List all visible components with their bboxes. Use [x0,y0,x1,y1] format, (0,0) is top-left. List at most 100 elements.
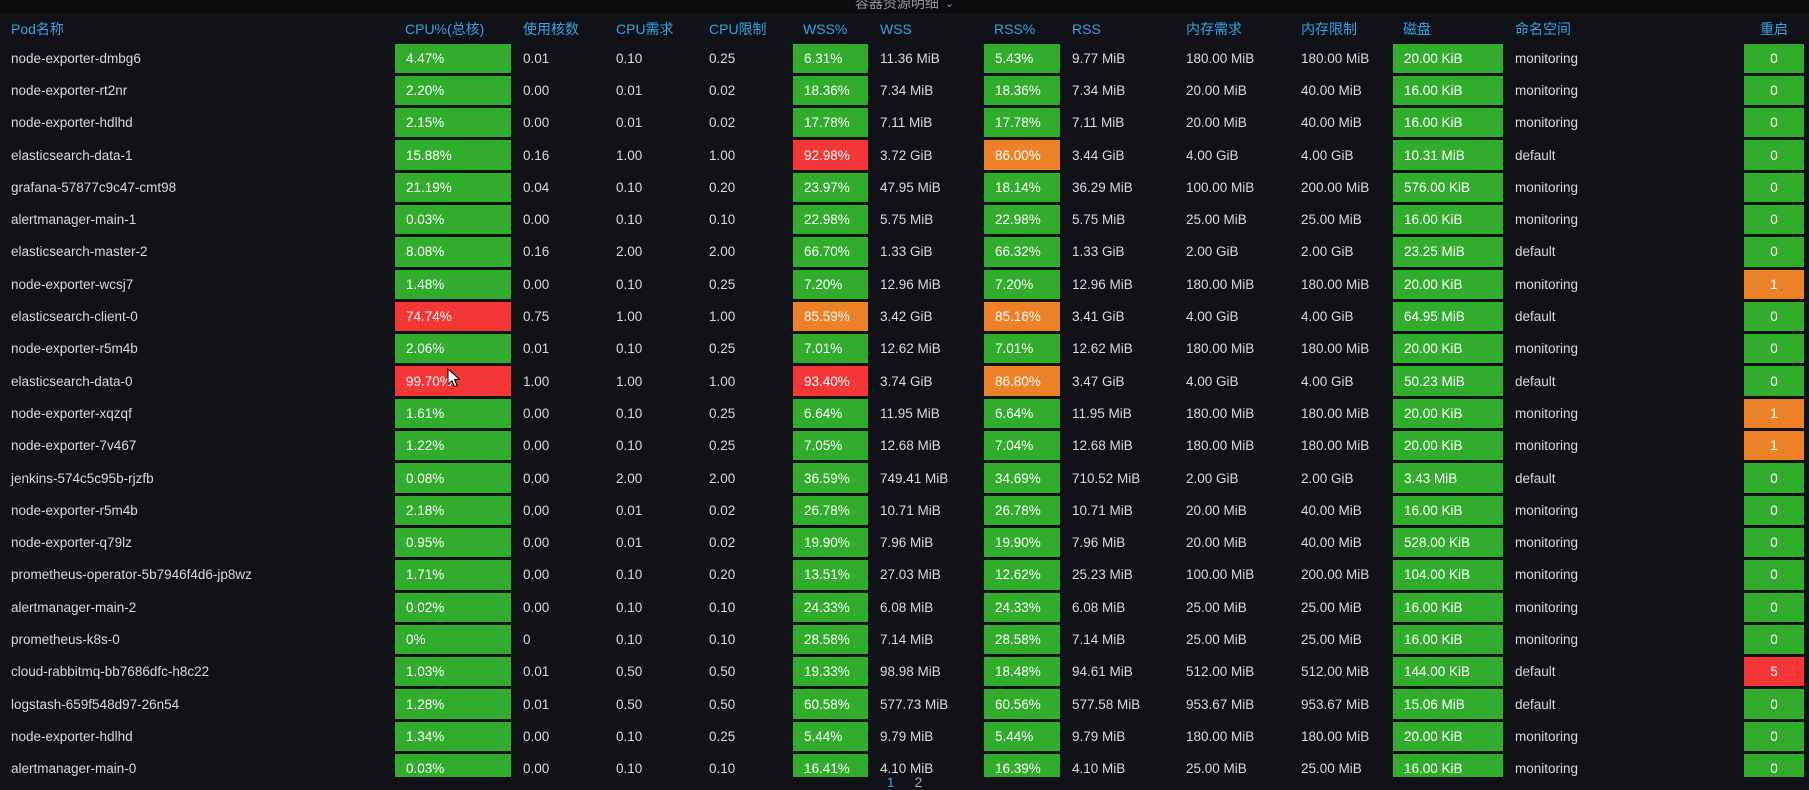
disk-cell: 20.00 KiB [1392,397,1504,429]
disk-cell: 10.31 MiB [1392,139,1504,171]
cores-used-cell: 0.00 [523,728,550,744]
rss-percent-cell: 34.69% [983,462,1061,494]
restarts-cell: 0 [1743,623,1805,655]
mem-request-cell: 20.00 MiB [1186,82,1247,98]
cpu-request-cell: 0.01 [616,115,643,131]
rss-percent-cell: 19.90% [983,526,1061,558]
disk-cell: 16.00 KiB [1392,74,1504,106]
column-header-mem-request[interactable]: 内存需求 [1186,20,1242,37]
wss-cell: 4.10 MiB [880,761,934,777]
column-header-wss[interactable]: WSS [880,20,912,37]
wss-percent-cell: 17.78% [792,107,869,139]
column-header-restarts[interactable]: 重启 [1760,20,1788,37]
wss-percent-value: 19.90% [793,527,868,558]
namespace-cell: monitoring [1515,82,1579,98]
disk-cell: 3.43 MiB [1392,462,1504,494]
disk-cell: 20.00 KiB [1392,430,1504,462]
rss-percent-cell: 86.00% [983,139,1061,171]
rss-percent-cell: 26.78% [983,494,1061,526]
column-header-rss[interactable]: RSS [1072,20,1101,37]
restarts-value: 0 [1744,495,1804,525]
wss-percent-value: 16.41% [793,754,868,777]
mem-request-cell: 4.00 GiB [1186,373,1239,389]
wss-cell: 12.62 MiB [880,341,941,357]
wss-percent-value: 22.98% [793,204,868,235]
disk-cell: 64.95 MiB [1392,300,1504,332]
cpu-limit-cell: 1.00 [709,373,736,389]
wss-cell: 47.95 MiB [880,179,941,195]
wss-cell: 7.14 MiB [880,631,934,647]
cpu-percent-cell: 1.28% [394,688,512,720]
cpu-limit-cell: 0.02 [709,535,736,551]
rss-percent-value: 86.80% [984,366,1060,396]
table-row: jenkins-574c5c95b-rjzfb 0.08% 0.00 2.00 … [0,462,1809,494]
wss-cell: 9.79 MiB [880,728,934,744]
mem-limit-cell: 180.00 MiB [1301,438,1370,454]
panel-title-text: 容器资源明细 [854,0,939,11]
mem-limit-cell: 953.67 MiB [1301,696,1370,712]
cpu-request-cell: 0.10 [616,179,643,195]
column-header-mem-limit[interactable]: 内存限制 [1301,20,1357,37]
column-header-wss-percent[interactable]: WSS% [803,20,848,37]
wss-cell: 11.95 MiB [880,405,940,421]
namespace-cell: default [1515,244,1556,260]
restarts-value: 0 [1744,592,1804,622]
page-1-button[interactable]: 1 [886,774,895,790]
column-header-pod-name[interactable]: Pod名称 [11,20,64,37]
page-2-button[interactable]: 2 [914,774,923,790]
disk-cell: 16.00 KiB [1392,107,1504,139]
namespace-cell: default [1515,309,1556,325]
cpu-percent-cell: 2.18% [394,494,512,526]
mem-request-cell: 4.00 GiB [1186,147,1239,163]
restarts-cell: 0 [1743,526,1805,558]
table-row: node-exporter-q79lz 0.95% 0.00 0.01 0.02… [0,526,1809,558]
pod-name-cell: elasticsearch-data-1 [11,147,133,163]
namespace-cell: monitoring [1515,341,1579,357]
cpu-limit-cell: 0.25 [709,728,736,744]
wss-cell: 12.96 MiB [880,276,941,292]
cpu-limit-cell: 0.10 [709,599,736,615]
panel-title[interactable]: 容器资源明细 ⌄ [855,0,954,13]
column-header-namespace[interactable]: 命名空间 [1515,20,1571,37]
cpu-percent-cell: 1.34% [394,720,512,752]
restarts-value: 0 [1744,43,1804,73]
cpu-limit-cell: 1.00 [709,147,736,163]
cpu-limit-cell: 0.02 [709,115,736,131]
rss-cell: 12.68 MiB [1072,438,1133,454]
cpu-limit-cell: 0.25 [709,276,736,292]
table-row: elasticsearch-client-0 74.74% 0.75 1.00 … [0,300,1809,332]
wss-cell: 1.33 GiB [880,244,933,260]
restarts-value: 0 [1744,560,1804,590]
column-header-rss-percent[interactable]: RSS% [994,20,1036,37]
column-header-cpu-request[interactable]: CPU需求 [616,20,674,37]
column-header-cpu-limit[interactable]: CPU限制 [709,20,767,37]
table-row: node-exporter-wcsj7 1.48% 0.00 0.10 0.25… [0,268,1809,300]
mem-limit-cell: 180.00 MiB [1301,728,1370,744]
pod-name-cell: node-exporter-r5m4b [11,502,138,518]
cores-used-cell: 0.00 [523,470,550,486]
pod-name-cell: node-exporter-q79lz [11,535,132,551]
restarts-value: 0 [1744,301,1804,332]
restarts-cell: 1 [1743,268,1805,300]
mem-limit-cell: 2.00 GiB [1301,244,1354,260]
table-row: alertmanager-main-1 0.03% 0.00 0.10 0.10… [0,203,1809,235]
restarts-cell: 1 [1743,397,1805,429]
wss-percent-cell: 85.59% [792,300,869,332]
wss-percent-value: 85.59% [793,301,868,332]
restarts-cell: 0 [1743,559,1805,591]
cpu-percent-cell: 2.15% [394,107,512,139]
mem-request-cell: 100.00 MiB [1186,179,1255,195]
restarts-cell: 0 [1743,171,1805,203]
pod-name-cell: logstash-659f548d97-26n54 [11,696,180,712]
column-header-cpu-percent[interactable]: CPU%(总核) [405,20,485,37]
wss-percent-value: 60.58% [793,689,868,719]
panel-header: 容器资源明细 ⌄ [0,0,1809,15]
column-header-cores-used[interactable]: 使用核数 [523,20,579,37]
cores-used-cell: 0.16 [523,244,550,260]
rss-percent-value: 18.36% [984,75,1060,106]
rss-cell: 36.29 MiB [1072,179,1133,195]
cores-used-cell: 0.00 [523,535,550,551]
column-header-disk[interactable]: 磁盘 [1403,20,1431,37]
pod-name-cell: node-exporter-7v467 [11,438,137,454]
cores-used-cell: 0.00 [523,276,550,292]
